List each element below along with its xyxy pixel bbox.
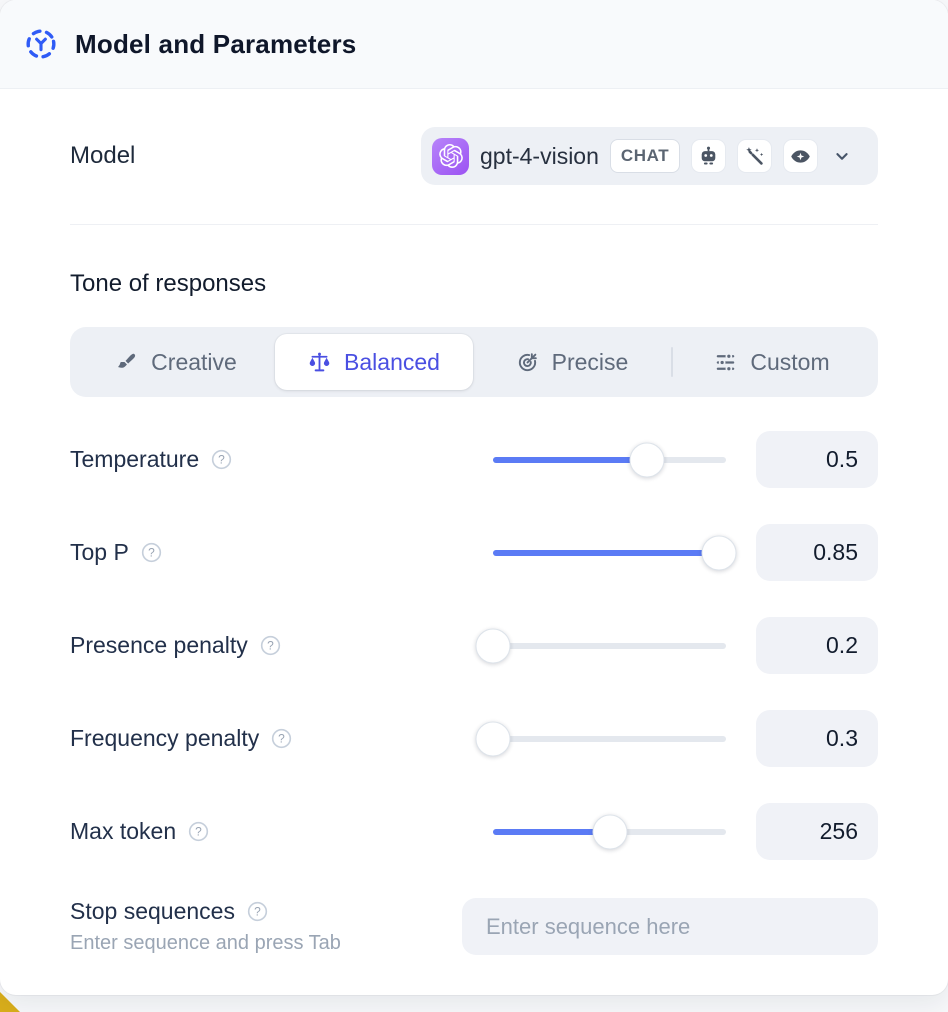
parameter-label: Temperature ?: [70, 446, 493, 473]
background-corner-accent: [0, 992, 20, 1012]
model-row: Model gpt-4-vision CHAT: [70, 127, 878, 185]
help-icon[interactable]: ?: [246, 900, 269, 923]
svg-text:?: ?: [148, 546, 155, 560]
parameter-row-frequency-penalty: Frequency penalty ? 0.3: [70, 710, 878, 767]
parameter-row-presence-penalty: Presence penalty ? 0.2: [70, 617, 878, 674]
frequency-penalty-value[interactable]: 0.3: [756, 710, 878, 767]
svg-text:?: ?: [267, 639, 274, 653]
model-label: Model: [70, 142, 136, 169]
temperature-value[interactable]: 0.5: [756, 431, 878, 488]
stop-sequences-hint: Enter sequence and press Tab: [70, 932, 341, 954]
chevron-down-icon: [831, 145, 853, 167]
page-title: Model and Parameters: [75, 28, 357, 59]
tone-option-precise[interactable]: Precise: [473, 334, 671, 390]
openai-logo-icon: [432, 137, 469, 175]
parameter-row-temperature: Temperature ? 0.5: [70, 431, 878, 488]
panel-header: Model and Parameters: [0, 0, 948, 89]
tone-option-label: Creative: [151, 348, 237, 375]
tone-option-balanced[interactable]: Balanced: [275, 334, 473, 390]
slider-thumb[interactable]: [701, 535, 737, 570]
tone-segmented-control: Creative Balanced: [70, 327, 878, 397]
model-select-dropdown[interactable]: gpt-4-vision CHAT: [421, 127, 878, 185]
presence-penalty-value[interactable]: 0.2: [756, 617, 878, 674]
section-divider: [70, 224, 878, 225]
segment-divider: [671, 347, 673, 377]
temperature-slider[interactable]: [493, 442, 726, 478]
top-p-value[interactable]: 0.85: [756, 524, 878, 581]
top-p-slider[interactable]: [493, 535, 737, 571]
sliders-icon: [714, 351, 737, 374]
selected-model-name: gpt-4-vision: [480, 142, 599, 169]
parameter-label: Max token ?: [70, 818, 493, 845]
parameter-label: Frequency penalty ?: [70, 725, 493, 752]
help-icon[interactable]: ?: [270, 727, 293, 750]
help-icon[interactable]: ?: [259, 634, 282, 657]
target-icon: [516, 351, 539, 374]
parameter-label: Top P ?: [70, 539, 493, 566]
help-icon[interactable]: ?: [210, 448, 233, 471]
parameter-label: Presence penalty ?: [70, 632, 493, 659]
balance-scale-icon: [308, 351, 331, 374]
parameter-row-max-token: Max token ? 256: [70, 803, 878, 860]
stop-sequences-row: Stop sequences ? Enter sequence and pres…: [70, 898, 878, 955]
svg-text:?: ?: [195, 825, 202, 839]
svg-text:?: ?: [218, 453, 225, 467]
help-icon[interactable]: ?: [140, 541, 163, 564]
presence-penalty-slider[interactable]: [475, 628, 726, 664]
tone-option-custom[interactable]: Custom: [673, 334, 871, 390]
magic-wand-icon: [737, 139, 773, 173]
tone-option-label: Precise: [551, 348, 629, 375]
slider-thumb[interactable]: [629, 442, 665, 477]
parameter-row-top-p: Top P ? 0.85: [70, 524, 878, 581]
vision-eye-icon: [783, 139, 819, 173]
stop-sequence-input[interactable]: [462, 898, 878, 955]
tone-heading: Tone of responses: [70, 270, 267, 297]
max-token-slider[interactable]: [493, 814, 726, 850]
paintbrush-icon: [115, 351, 138, 374]
tone-option-creative[interactable]: Creative: [77, 334, 275, 390]
svg-text:?: ?: [278, 732, 285, 746]
tone-option-label: Custom: [750, 348, 830, 375]
robot-icon: [691, 139, 727, 173]
max-token-value[interactable]: 256: [756, 803, 878, 860]
slider-thumb[interactable]: [475, 628, 511, 663]
slider-thumb[interactable]: [475, 721, 511, 756]
tone-option-label: Balanced: [344, 348, 440, 375]
chat-type-badge: CHAT: [609, 139, 681, 173]
stop-sequences-label: Stop sequences ?: [70, 898, 462, 925]
slider-thumb[interactable]: [592, 814, 627, 849]
help-icon[interactable]: ?: [187, 820, 210, 843]
svg-text:?: ?: [254, 905, 261, 919]
model-scope-icon: [24, 27, 58, 61]
frequency-penalty-slider[interactable]: [475, 721, 726, 757]
